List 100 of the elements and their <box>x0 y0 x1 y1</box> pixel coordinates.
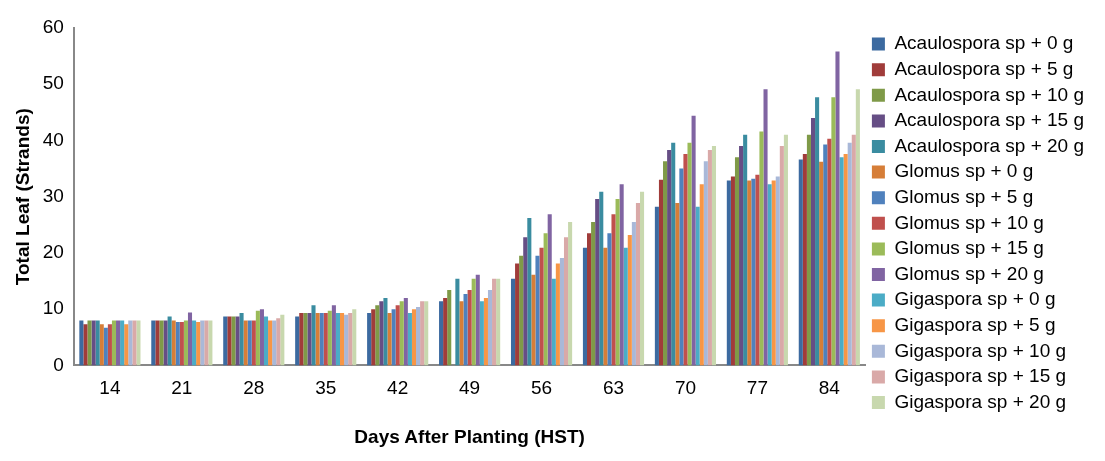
bar <box>167 316 172 366</box>
bar <box>658 179 664 366</box>
bar <box>83 324 88 366</box>
bar <box>543 233 548 366</box>
bar <box>107 324 112 366</box>
bar <box>779 146 784 366</box>
bar <box>307 313 312 366</box>
bar <box>268 320 273 366</box>
bar <box>783 134 788 366</box>
bar <box>272 320 277 366</box>
bar <box>551 278 556 366</box>
bar <box>831 97 836 366</box>
x-tick-label: 42 <box>387 377 409 399</box>
bar <box>204 320 209 366</box>
bar <box>259 309 264 366</box>
legend-label: Glomus sp + 20 g <box>894 262 1044 284</box>
legend-label: Gigaspora sp + 5 g <box>894 313 1056 335</box>
bar <box>483 297 488 366</box>
legend-label: Gigaspora sp + 15 g <box>894 365 1067 387</box>
bar <box>132 320 137 366</box>
y-tick-label: 20 <box>42 241 64 263</box>
bar <box>387 313 392 366</box>
legend-label: Gigaspora sp + 0 g <box>894 288 1056 310</box>
bar <box>163 320 168 366</box>
bar <box>471 278 476 366</box>
bar <box>683 153 688 366</box>
bar <box>367 313 372 366</box>
bar <box>335 313 340 366</box>
y-tick-label: 40 <box>42 128 64 150</box>
bar <box>196 322 201 366</box>
bar <box>263 316 269 366</box>
bar <box>192 320 197 366</box>
bar <box>295 316 300 366</box>
x-tick-label: 35 <box>315 377 337 399</box>
bar <box>239 313 244 366</box>
bar <box>587 233 592 366</box>
bar <box>627 234 632 366</box>
bar <box>839 157 844 366</box>
bar <box>467 290 472 366</box>
x-tick-label: 77 <box>746 377 768 399</box>
legend-label: Acaulospora sp + 15 g <box>894 109 1085 131</box>
bar <box>847 142 852 366</box>
bar <box>855 89 860 366</box>
bar <box>823 144 828 366</box>
bar <box>603 247 608 366</box>
bar <box>463 293 468 366</box>
bar <box>775 176 780 366</box>
bar <box>827 138 832 366</box>
bar <box>555 263 560 366</box>
bar <box>539 247 544 366</box>
bar <box>128 320 133 366</box>
bar <box>280 314 285 366</box>
x-tick-label: 49 <box>459 377 481 399</box>
x-tick-label: 63 <box>602 377 625 399</box>
bar <box>547 214 552 366</box>
bar <box>667 150 672 366</box>
bar <box>798 159 803 366</box>
bar <box>843 153 848 366</box>
bar <box>111 320 117 366</box>
bar <box>99 324 104 366</box>
y-axis-title: Total Leaf (Strands) <box>11 108 33 286</box>
bar <box>340 313 345 366</box>
bar <box>691 115 696 366</box>
x-tick-label: 70 <box>674 377 697 399</box>
bar <box>95 320 100 366</box>
bar <box>559 257 564 366</box>
bar <box>819 161 824 366</box>
bar <box>475 274 480 366</box>
bar <box>208 320 213 366</box>
bar <box>323 313 328 366</box>
bar <box>299 313 304 366</box>
bar <box>527 218 532 366</box>
bar <box>599 191 604 366</box>
bar <box>416 306 421 366</box>
legend-label: Acaulospora sp + 10 g <box>894 83 1085 105</box>
bar <box>371 309 376 366</box>
bar <box>835 51 840 366</box>
bar <box>79 320 84 366</box>
bar <box>136 320 141 366</box>
y-tick-label: 60 <box>42 16 64 38</box>
bar <box>654 206 659 366</box>
bar <box>344 314 349 366</box>
bar <box>535 255 540 366</box>
bar <box>751 178 756 366</box>
bar <box>619 184 624 366</box>
bar <box>671 142 676 366</box>
bar <box>492 278 497 366</box>
y-tick-label: 50 <box>42 72 64 94</box>
bar <box>679 168 684 366</box>
bar <box>806 134 811 366</box>
bar <box>103 327 108 366</box>
bar <box>607 233 612 366</box>
bar <box>523 237 528 366</box>
bar <box>231 316 236 366</box>
bar <box>303 313 308 366</box>
x-axis-title: Days After Planting (HST) <box>354 425 585 447</box>
bar <box>407 313 412 366</box>
bar <box>124 324 129 366</box>
bar <box>424 301 429 366</box>
bar <box>582 247 587 366</box>
